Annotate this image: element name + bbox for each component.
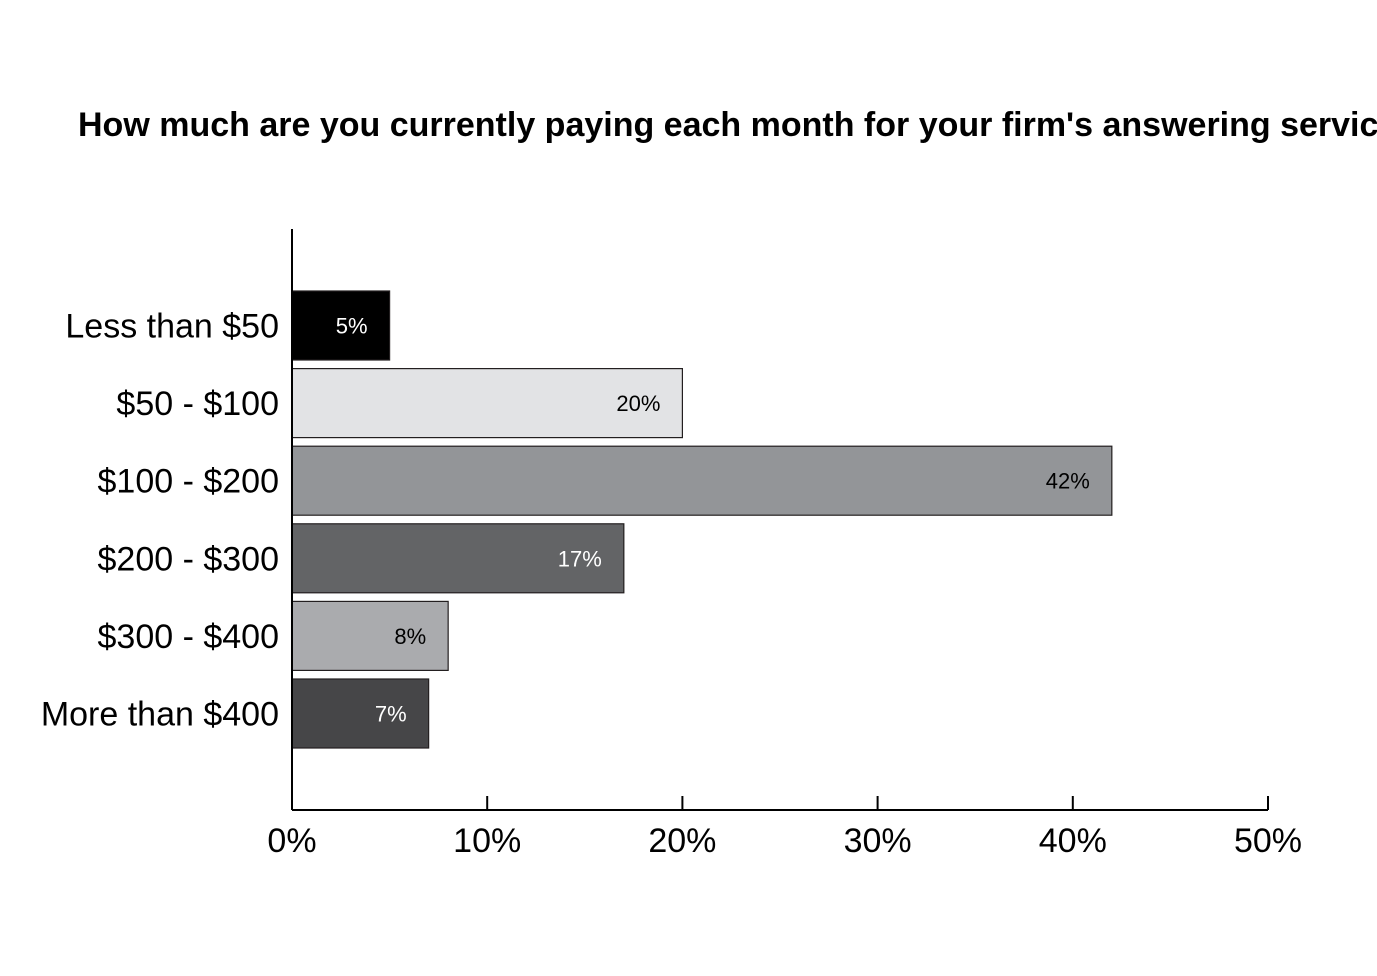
bar-0 <box>291 290 391 361</box>
x-tick-label-2: 20% <box>648 822 716 860</box>
data-label-0: 5% <box>336 314 368 339</box>
x-tick-label-4: 40% <box>1039 822 1107 860</box>
category-labels: Less than $50 $50 - $100 $100 - $200 $200 -… <box>41 308 279 734</box>
bar-1 <box>291 368 683 439</box>
x-tick-label-0: 0% <box>267 822 316 860</box>
category-label-0: Less than $50 <box>65 308 279 346</box>
category-label-1: $50 - $100 <box>116 385 279 423</box>
data-label-4: 8% <box>394 624 426 649</box>
category-label-4: $300 - $400 <box>98 618 280 656</box>
data-label-5: 7% <box>375 702 407 727</box>
bar-4 <box>291 600 449 672</box>
data-label-2: 42% <box>1046 469 1090 494</box>
category-label-5: More than $400 <box>41 696 279 734</box>
bar-3 <box>291 523 625 594</box>
x-tick-label-1: 10% <box>453 822 521 860</box>
axes: 0% 10% 20% 30% 40% 50% <box>267 229 1302 860</box>
data-label-3: 17% <box>558 546 602 571</box>
x-tick-label-5: 50% <box>1234 822 1302 860</box>
bars-layer: 5% 20% 42% 17% 8% 7% <box>291 290 1113 749</box>
data-label-1: 20% <box>616 391 660 416</box>
bar-2 <box>291 445 1113 516</box>
bar-5 <box>291 678 430 749</box>
category-label-2: $100 - $200 <box>98 463 280 501</box>
category-label-3: $200 - $300 <box>98 540 280 578</box>
chart-title: How much are you currently paying each m… <box>78 106 1377 144</box>
x-tick-label-3: 30% <box>844 822 912 860</box>
